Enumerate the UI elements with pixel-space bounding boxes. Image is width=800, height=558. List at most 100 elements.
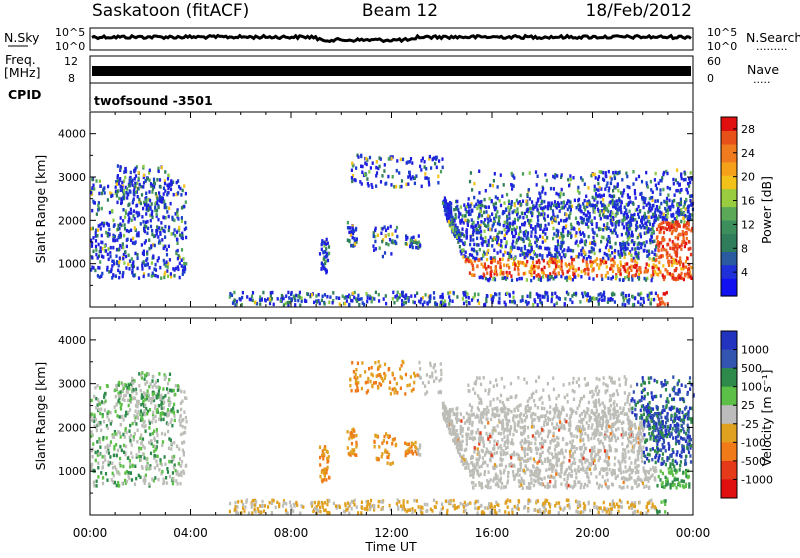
velocity-point — [128, 477, 130, 481]
power-point — [472, 231, 474, 235]
power-point — [385, 302, 387, 306]
power-point — [116, 194, 118, 198]
colorbar-swatch — [721, 193, 737, 198]
power-point — [376, 160, 378, 164]
velocity-point — [392, 388, 394, 392]
power-point — [447, 291, 449, 295]
power-point — [569, 174, 571, 178]
power-point — [134, 177, 136, 181]
power-point — [497, 185, 499, 189]
velocity-point — [371, 366, 373, 370]
velocity-point — [541, 437, 543, 441]
power-point — [499, 199, 501, 203]
power-point — [610, 258, 612, 262]
velocity-point — [353, 429, 355, 433]
power-point — [665, 249, 667, 253]
velocity-point — [128, 384, 130, 388]
velocity-point — [157, 393, 159, 397]
power-point — [349, 295, 351, 299]
power-point — [176, 230, 178, 234]
power-point — [685, 242, 687, 246]
power-point — [165, 264, 167, 268]
power-point — [594, 216, 596, 220]
power-point — [561, 259, 563, 263]
velocity-point — [126, 480, 128, 484]
power-point — [581, 220, 583, 224]
power-point — [501, 195, 503, 199]
power-point — [420, 297, 422, 301]
power-point — [588, 255, 590, 259]
power-point — [657, 240, 659, 244]
velocity-point — [156, 428, 158, 432]
power-point — [449, 291, 451, 295]
power-point — [344, 302, 346, 306]
power-point — [610, 229, 612, 233]
velocity-point — [117, 399, 119, 403]
power-point — [398, 171, 400, 175]
power-point — [674, 217, 676, 221]
power-point — [626, 262, 628, 266]
velocity-point — [174, 414, 176, 418]
power-point — [612, 189, 614, 193]
power-point — [647, 185, 649, 189]
velocity-point — [552, 456, 554, 460]
power-point — [362, 165, 364, 169]
power-point — [423, 300, 425, 304]
power-point — [660, 241, 662, 245]
colorbar-swatch — [721, 184, 737, 189]
power-point — [657, 199, 659, 203]
power-point — [371, 183, 373, 187]
power-point — [130, 229, 132, 233]
power-point — [597, 208, 599, 212]
power-point — [122, 242, 124, 246]
colorbar-swatch — [721, 153, 737, 158]
power-point — [666, 172, 668, 176]
power-point — [591, 263, 593, 267]
power-point — [551, 202, 553, 206]
velocity-point — [497, 446, 499, 450]
power-point — [168, 215, 170, 219]
power-point — [95, 248, 97, 252]
power-point — [171, 216, 173, 220]
velocity-point — [106, 415, 108, 419]
power-point — [118, 236, 120, 240]
power-point — [586, 218, 588, 222]
power-point — [360, 155, 362, 159]
power-point — [95, 245, 97, 249]
velocity-point — [374, 445, 376, 449]
power-point — [561, 173, 563, 177]
power-point — [448, 220, 450, 224]
noise-left-label: N.Sky — [4, 30, 40, 45]
velocity-point — [95, 397, 97, 401]
power-point — [629, 266, 631, 270]
power-point — [655, 184, 657, 188]
power-point — [673, 258, 675, 262]
power-point — [424, 176, 426, 180]
power-point — [526, 260, 528, 264]
velocity-point — [405, 454, 407, 458]
power-point — [544, 224, 546, 228]
power-point — [168, 174, 170, 178]
colorbar-tick-label: 24 — [741, 147, 755, 160]
power-point — [382, 255, 384, 258]
power-point — [611, 202, 613, 206]
power-point — [185, 192, 187, 196]
velocity-point — [113, 445, 115, 449]
velocity-point — [156, 396, 158, 400]
power-point — [607, 277, 609, 281]
velocity-point — [127, 399, 129, 403]
power-point — [164, 182, 166, 186]
power-point — [685, 198, 687, 202]
power-point — [596, 222, 598, 226]
velocity-point — [100, 408, 102, 412]
power-point — [679, 256, 681, 260]
power-point — [574, 275, 576, 279]
power-point — [552, 209, 554, 213]
power-point — [170, 180, 172, 184]
power-point — [510, 250, 512, 254]
velocity-point — [120, 435, 122, 439]
power-point — [441, 157, 443, 161]
power-point — [460, 205, 462, 209]
power-point — [565, 213, 567, 217]
power-point — [160, 276, 162, 280]
